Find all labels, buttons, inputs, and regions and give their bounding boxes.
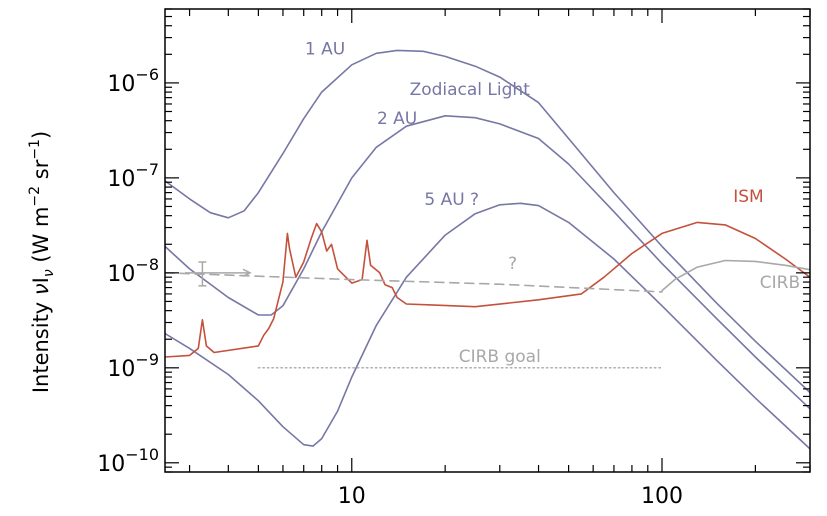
plot-frame [164, 8, 811, 473]
annotation-label: CIRB goal [459, 347, 541, 367]
svg-text:Intensity νIν (W m−2 sr−1): Intensity νIν (W m−2 sr−1) [27, 131, 57, 393]
y-axis-title-units-open: (W m [29, 207, 53, 270]
annotation-label: CIRB [760, 273, 800, 293]
annotation-label: Zodiacal Light [410, 80, 531, 100]
series-zodi-5au [165, 202, 810, 450]
y-axis-title-nu: ν [29, 283, 53, 295]
y-tick-label: 10−7 [107, 160, 159, 192]
error-bar-arrowhead [242, 268, 252, 278]
y-axis-title: Intensity νIν (W m−2 sr−1) [27, 131, 57, 393]
y-axis-title-exp2: −1 [27, 139, 43, 160]
x-tick-label: 10 [338, 484, 366, 509]
series-cirb [661, 259, 810, 292]
series-ism [165, 221, 810, 358]
annotation-label: 1 AU [305, 39, 345, 59]
y-axis-title-sub: ν [41, 269, 57, 277]
annotation-label: 2 AU [377, 109, 417, 129]
error-bar [184, 261, 252, 287]
x-tick-label: 100 [641, 484, 683, 509]
annotations: 1 AU Zodiacal Light 2 AU 5 AU ? ISM? CIRB CIRB… [305, 39, 800, 367]
y-tick-label: 10−8 [107, 255, 159, 287]
axes-frame [164, 8, 811, 473]
annotation-label: ? [508, 254, 517, 274]
y-tick-label: 10−6 [107, 65, 159, 97]
series-zodi-2au [165, 115, 810, 410]
series-cirb-est [165, 272, 663, 293]
annotation-label: 5 AU ? [424, 190, 479, 210]
y-tick-label: 10−10 [97, 445, 159, 477]
y-axis-title-lead: Intensity [29, 295, 53, 393]
axis-ticks: 10 100 10−10 10−9 10−8 10−7 10−6 [97, 8, 811, 509]
y-axis-title-i: I [29, 277, 53, 283]
y-axis-title-mid: sr [29, 159, 53, 186]
y-axis-title-close: ) [29, 131, 53, 139]
plot-curves [165, 49, 810, 450]
y-axis-title-exp1: −2 [27, 186, 43, 207]
y-tick-label: 10−9 [107, 350, 159, 382]
series-zodi-1au [165, 49, 810, 394]
annotation-label: ISM [733, 187, 763, 207]
